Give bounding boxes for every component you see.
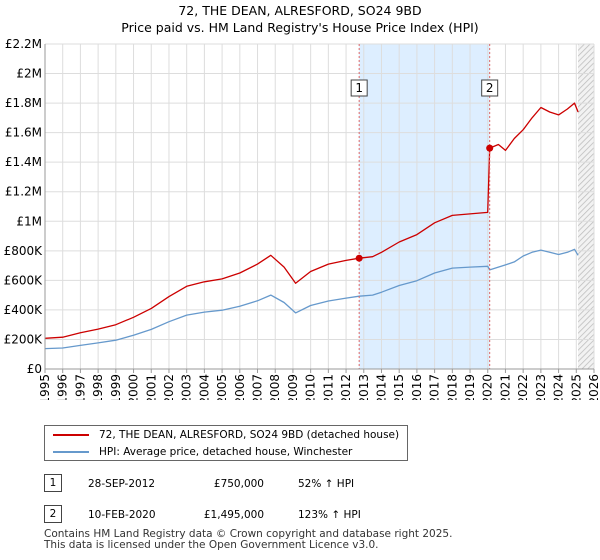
legend-swatch-hpi (53, 451, 89, 453)
y-tick-label: £400K (4, 303, 44, 317)
chart-badge-label-1: 1 (355, 81, 363, 95)
x-tick-label: 2012 (339, 374, 353, 400)
legend-label-hpi: HPI: Average price, detached house, Winc… (99, 446, 353, 458)
sale-point-1 (355, 254, 363, 262)
x-tick-label: 2006 (233, 374, 247, 400)
chart-title-block: 72, THE DEAN, ALRESFORD, SO24 9BD Price … (0, 2, 600, 36)
x-tick-label: 2016 (410, 374, 424, 400)
y-tick-label: £1.8M (5, 96, 42, 110)
x-tick-label: 2026 (587, 374, 600, 400)
plot-area (45, 44, 594, 369)
x-tick-label: 2018 (445, 374, 459, 400)
footer-line-2: This data is licensed under the Open Gov… (44, 539, 379, 551)
x-tick-label: 1997 (73, 374, 87, 400)
x-tick-label: 2008 (268, 374, 282, 400)
chart-title: 72, THE DEAN, ALRESFORD, SO24 9BD (178, 3, 422, 18)
chart-subtitle: Price paid vs. HM Land Registry's House … (121, 20, 479, 35)
chart-badge-box-2 (481, 79, 499, 97)
x-tick-label: 2005 (215, 374, 229, 400)
x-tick-label: 2009 (286, 374, 300, 400)
x-tick-label: 2025 (569, 374, 583, 400)
price-chart: 1 2 £0 £200K £400K £600K £800K £1M £1.2M £1.4M £1… (4, 37, 600, 400)
y-tick-label: £0 (27, 362, 42, 376)
y-tick-label: £2.2M (5, 37, 42, 51)
y-tick-label: £2M (16, 67, 42, 81)
chart-badge-label-2: 2 (486, 81, 494, 95)
x-tick-label: 1999 (109, 374, 123, 400)
x-tick-label: 2020 (481, 374, 495, 400)
x-tick-label: 2007 (251, 374, 265, 400)
legend-label-property: 72, THE DEAN, ALRESFORD, SO24 9BD (detac… (99, 429, 400, 441)
x-tick-label: 2023 (534, 374, 548, 400)
y-tick-label: £1.4M (5, 155, 42, 169)
x-tick-label: 2015 (392, 374, 406, 400)
x-tick-label: 2019 (463, 374, 477, 400)
x-tick-label: 1998 (91, 374, 105, 400)
y-tick-label: £1.2M (5, 185, 42, 199)
sale-date-1: 28-SEP-2012 (88, 478, 156, 490)
x-tick-label: 2001 (144, 374, 158, 400)
footer-line-1: Contains HM Land Registry data © Crown c… (44, 528, 453, 540)
y-tick-label: £600K (4, 273, 44, 287)
x-tick-label: 2011 (321, 374, 335, 400)
x-tick-label: 2000 (127, 374, 141, 400)
x-tick-label: 1996 (56, 374, 70, 400)
sale-hpi-1: 52% ↑ HPI (298, 478, 355, 490)
sale-point-2 (486, 144, 494, 152)
highlight-band (359, 44, 490, 369)
y-tick-label: £1M (16, 214, 42, 228)
y-tick-label: £200K (4, 332, 44, 346)
x-tick-label: 2022 (516, 374, 530, 400)
x-tick-label: 2014 (374, 374, 388, 400)
sale-date-2: 10-FEB-2020 (88, 509, 156, 521)
legend: 72, THE DEAN, ALRESFORD, SO24 9BD (detac… (44, 425, 408, 461)
x-tick-label: 2010 (304, 374, 318, 400)
x-tick-label: 2003 (180, 374, 194, 400)
legend-swatch-property (53, 434, 89, 436)
sale-price-2: £1,495,000 (203, 509, 264, 521)
footer: Contains HM Land Registry data © Crown c… (44, 529, 452, 551)
sale-price-1: £750,000 (213, 478, 264, 490)
sale-hpi-2: 123% ↑ HPI (298, 509, 361, 521)
x-tick-label: 2021 (498, 374, 512, 400)
forecast-hatch (578, 44, 594, 369)
sale-badge-2: 2 (44, 505, 62, 523)
y-tick-label: £800K (4, 244, 44, 258)
y-tick-label: £1.6M (5, 126, 42, 140)
x-tick-label: 2013 (357, 374, 371, 400)
x-tick-label: 2004 (197, 374, 211, 400)
x-tick-label: 1995 (38, 374, 52, 400)
x-tick-label: 2024 (552, 374, 566, 400)
sale-badge-1: 1 (44, 474, 62, 492)
x-tick-label: 2017 (428, 374, 442, 400)
chart-badge-box-1 (350, 79, 368, 97)
series-line-property (44, 102, 579, 339)
x-tick-label: 2002 (162, 374, 176, 400)
